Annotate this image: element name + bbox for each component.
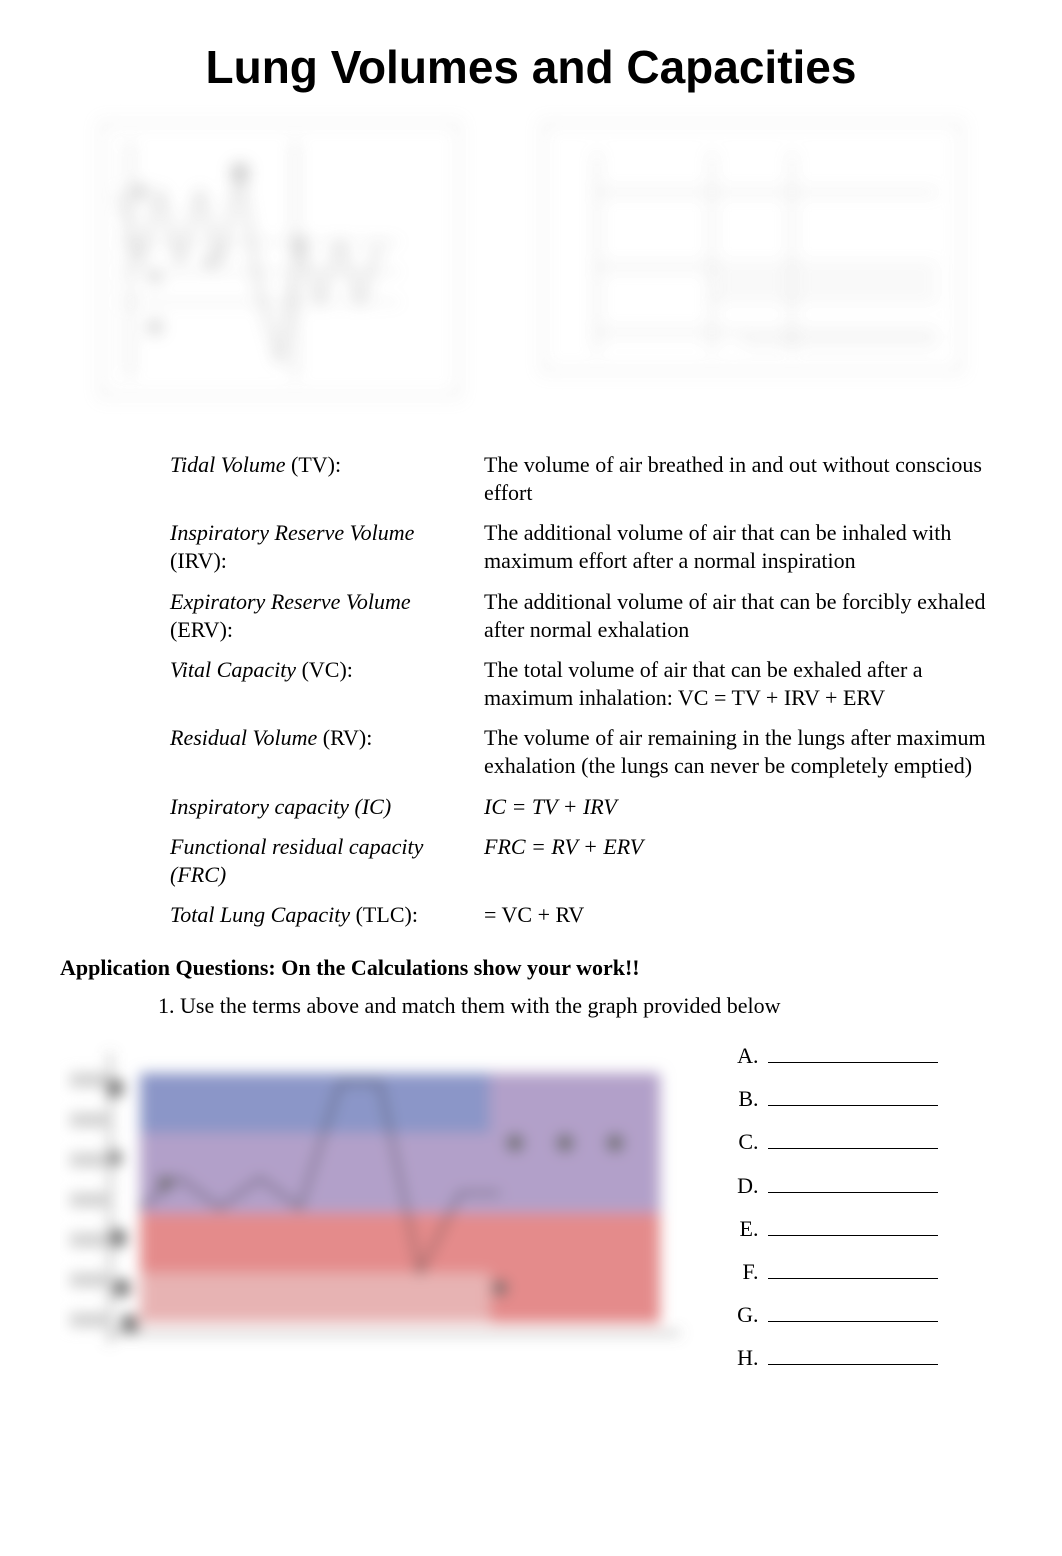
term-name: Inspiratory Reserve Volume	[170, 520, 414, 545]
figure-svg-left	[100, 122, 460, 397]
blank-line	[768, 1125, 938, 1149]
term-name: Vital Capacity	[170, 657, 296, 682]
definition-term: Tidal Volume (TV):	[170, 445, 484, 513]
definition-term: Vital Capacity (VC):	[170, 650, 484, 718]
term-name: Expiratory Reserve Volume	[170, 589, 411, 614]
term-name: Tidal Volume	[170, 452, 286, 477]
section-heading: Application Questions: On the Calculatio…	[60, 955, 1002, 981]
answer-blank	[764, 1255, 938, 1285]
blank-line	[768, 1039, 938, 1063]
definition-term: Inspiratory Reserve Volume (IRV):	[170, 513, 484, 581]
term-abbr: (VC):	[296, 657, 353, 682]
answer-blank	[764, 1082, 938, 1112]
definition-term: Total Lung Capacity (TLC):	[170, 895, 484, 935]
definition-text: The total volume of air that can be exha…	[484, 650, 1002, 718]
definition-text: The volume of air breathed in and out wi…	[484, 445, 1002, 513]
blank-line	[768, 1298, 938, 1322]
figure-table-right	[542, 122, 962, 372]
term-abbr: (RV):	[317, 725, 372, 750]
definition-term: Residual Volume (RV):	[170, 718, 484, 786]
lung-volume-graph	[60, 1033, 700, 1363]
term-name: Inspiratory capacity (IC)	[170, 794, 391, 819]
term-abbr: (TV):	[286, 452, 342, 477]
definition-text: The additional volume of air that can be…	[484, 513, 1002, 581]
definition-term: Expiratory Reserve Volume (ERV):	[170, 582, 484, 650]
figure-row	[100, 122, 962, 397]
definitions-table: Tidal Volume (TV):The volume of air brea…	[170, 445, 1002, 935]
answer-blank	[764, 1168, 938, 1198]
term-name: Residual Volume	[170, 725, 317, 750]
term-abbr: (ERV):	[170, 617, 233, 642]
lung-volume-graph-svg	[60, 1033, 700, 1363]
question1-row	[60, 1033, 1002, 1384]
definition-term: Inspiratory capacity (IC)	[170, 787, 484, 827]
definition-text: IC = TV + IRV	[484, 787, 1002, 827]
definition-text: FRC = RV + ERV	[484, 827, 1002, 895]
definition-text: = VC + RV	[484, 895, 1002, 935]
answer-blanks	[764, 1039, 938, 1384]
blank-line	[768, 1082, 938, 1106]
term-name: Total Lung Capacity	[170, 902, 350, 927]
question-list: Use the terms above and match them with …	[180, 993, 1002, 1019]
term-name: Functional residual capacity (FRC)	[170, 834, 423, 887]
answer-blank	[764, 1039, 938, 1069]
answer-blank	[764, 1125, 938, 1155]
blank-line	[768, 1255, 938, 1279]
figure-svg-right	[542, 122, 962, 372]
page-title: Lung Volumes and Capacities	[60, 40, 1002, 94]
blank-line	[768, 1341, 938, 1365]
term-abbr: (TLC):	[350, 902, 418, 927]
answer-blank	[764, 1298, 938, 1328]
definition-text: The volume of air remaining in the lungs…	[484, 718, 1002, 786]
question-1: Use the terms above and match them with …	[180, 993, 1002, 1019]
answer-blank	[764, 1341, 938, 1371]
blank-line	[768, 1212, 938, 1236]
blank-line	[768, 1168, 938, 1192]
answer-blank	[764, 1212, 938, 1242]
figure-spirogram-left	[100, 122, 460, 397]
definition-term: Functional residual capacity (FRC)	[170, 827, 484, 895]
definition-text: The additional volume of air that can be…	[484, 582, 1002, 650]
term-abbr: (IRV):	[170, 548, 227, 573]
